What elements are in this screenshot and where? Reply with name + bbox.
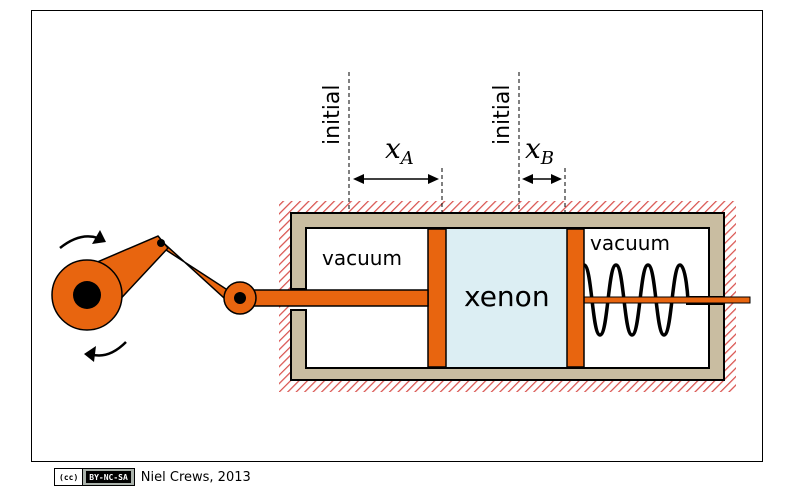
rotation-arrow-top-icon bbox=[59, 235, 99, 249]
crank-pin bbox=[157, 239, 165, 247]
vacuum-right-label: vacuum bbox=[590, 231, 670, 255]
connecting-rod bbox=[237, 289, 429, 307]
right-rod bbox=[583, 296, 751, 304]
spring bbox=[582, 263, 690, 337]
x-a-label: xA bbox=[385, 132, 414, 169]
cc-license-badge[interactable]: (cc) BY-NC-SA bbox=[54, 468, 135, 486]
rotation-arrowhead-bottom-icon bbox=[84, 346, 96, 362]
piston-a bbox=[427, 228, 447, 368]
initial-label-a: initial bbox=[320, 85, 345, 146]
initial-label-b: initial bbox=[490, 85, 515, 146]
xenon-label: xenon bbox=[464, 280, 550, 313]
x-a-main: x bbox=[385, 132, 401, 165]
wrist-pin bbox=[234, 292, 246, 304]
xenon-gas-region bbox=[446, 229, 567, 367]
piston-b bbox=[566, 228, 585, 368]
crank-axle bbox=[73, 281, 101, 309]
footer: (cc) BY-NC-SA Niel Crews, 2013 bbox=[54, 467, 251, 487]
x-b-main: x bbox=[525, 132, 541, 165]
rotation-arrowhead-top-icon bbox=[92, 230, 106, 244]
x-b-arrowhead-left-icon bbox=[522, 174, 533, 184]
x-b-subscript: B bbox=[540, 148, 554, 169]
x-a-arrowhead-left-icon bbox=[353, 174, 364, 184]
x-b-label: xB bbox=[525, 132, 554, 169]
vacuum-left-label: vacuum bbox=[322, 246, 402, 270]
x-a-arrowhead-right-icon bbox=[428, 174, 439, 184]
cc-icon: (cc) bbox=[55, 469, 84, 485]
author-credit: Niel Crews, 2013 bbox=[140, 469, 251, 485]
license-terms: BY-NC-SA bbox=[86, 471, 131, 483]
x-a-subscript: A bbox=[399, 148, 414, 169]
x-b-arrowhead-right-icon bbox=[551, 174, 562, 184]
